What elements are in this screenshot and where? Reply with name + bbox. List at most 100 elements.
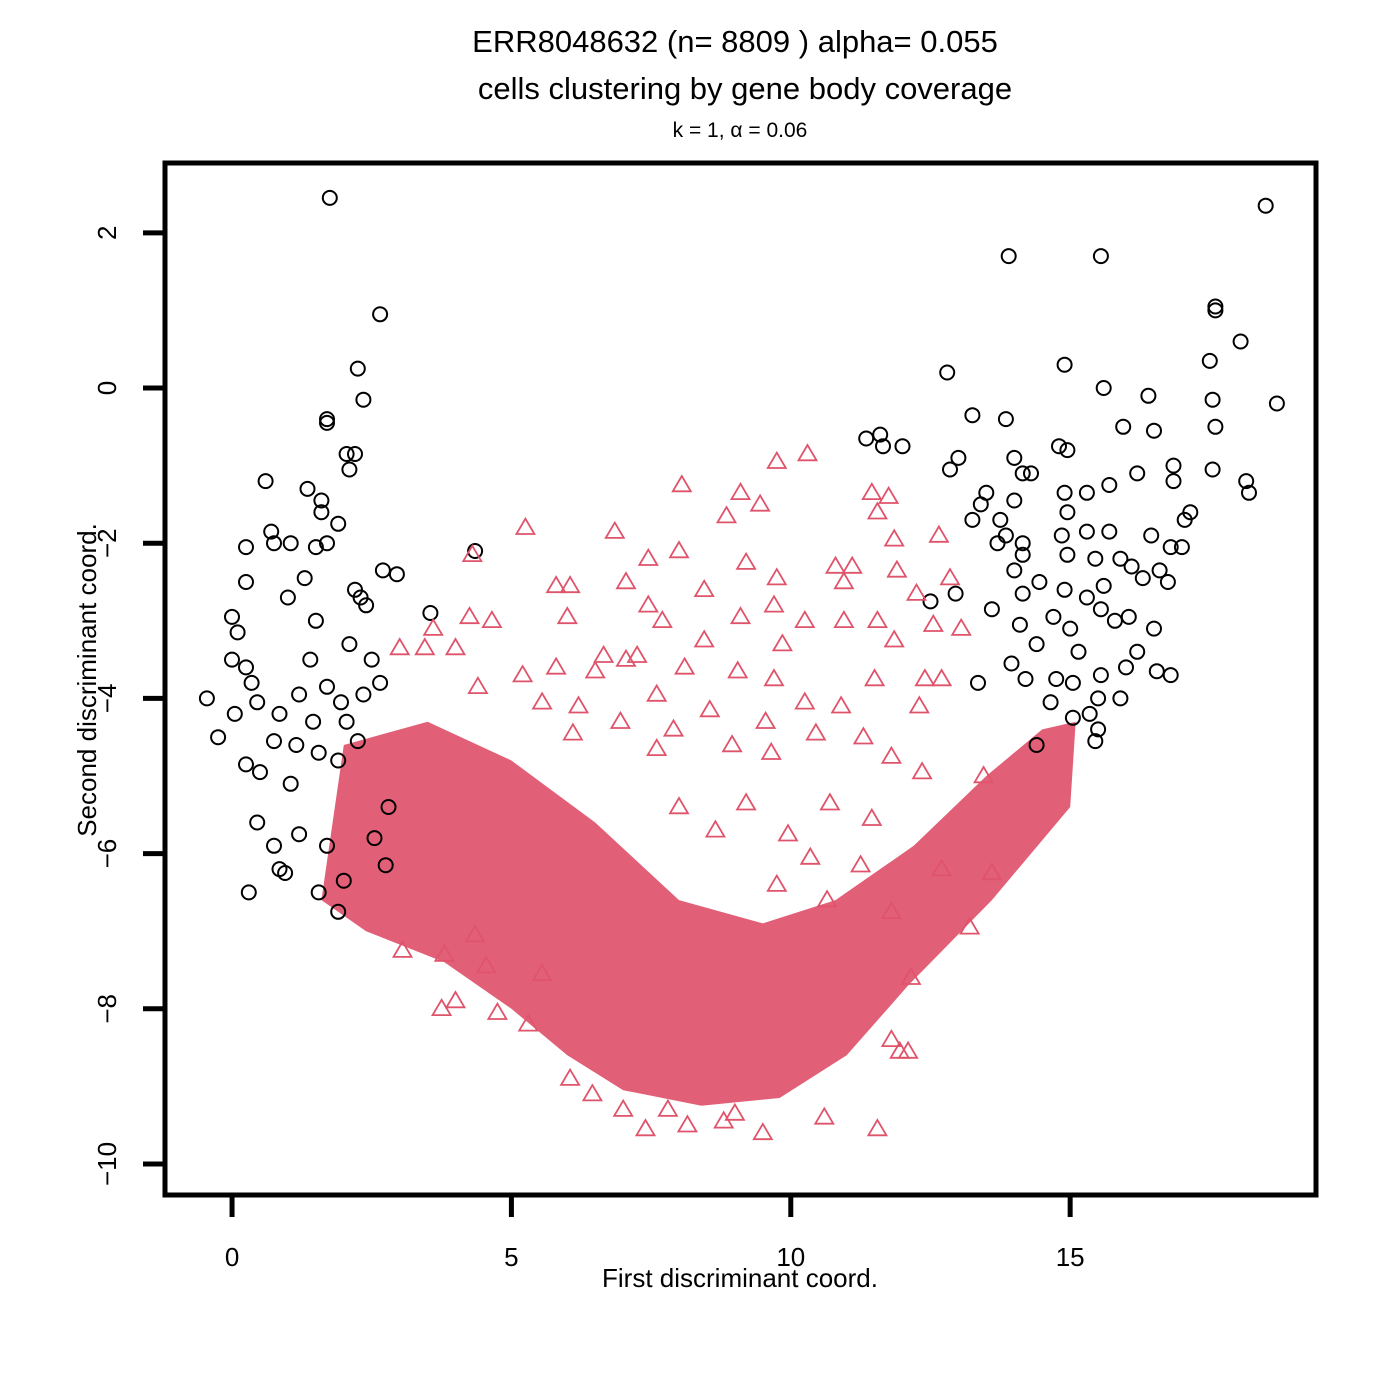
circle-point: [858, 430, 875, 447]
x-tick-label: 15: [1056, 1242, 1085, 1272]
triangle-point: [833, 571, 855, 590]
triangle-point: [914, 668, 936, 687]
triangle-point: [651, 610, 673, 628]
triangle-point: [959, 916, 981, 935]
circle-point: [1064, 709, 1081, 726]
circle-point: [1201, 352, 1218, 369]
triangle-point: [467, 676, 489, 694]
circle-point: [355, 686, 372, 703]
y-axis: −10 −8 −6 −4 −2 0 2: [92, 226, 165, 1186]
circle-point: [1081, 705, 1098, 722]
circle-point: [1006, 562, 1023, 579]
circle-point: [282, 535, 299, 552]
y-tick-label: −2: [92, 528, 122, 558]
triangle-point: [615, 648, 637, 667]
triangle-point: [414, 637, 436, 656]
triangle-point: [883, 528, 905, 547]
plot-frame: [162, 160, 1319, 1198]
triangle-point: [668, 540, 690, 559]
circle-point: [964, 407, 981, 424]
circle-point: [341, 636, 358, 653]
triangle-point: [866, 501, 888, 520]
circle-point: [238, 539, 254, 556]
triangle-point: [880, 1029, 902, 1047]
circle-point: [1028, 737, 1045, 753]
circle-point: [992, 511, 1009, 528]
circle-point: [1257, 197, 1274, 214]
circle-point: [1014, 546, 1031, 563]
triangle-point: [911, 761, 933, 780]
circle-point: [279, 589, 296, 606]
circle-point: [1268, 395, 1285, 412]
triangle-point: [805, 722, 827, 741]
triangle-point: [444, 637, 467, 656]
circle-point: [1017, 671, 1034, 687]
triangle-point: [637, 594, 659, 613]
circle-point: [307, 612, 324, 629]
y-tick-label: −10: [92, 1142, 122, 1186]
circle-point: [1090, 721, 1107, 738]
triangle-point: [922, 613, 944, 632]
circle-point: [1143, 527, 1160, 544]
circle-point: [1115, 418, 1132, 435]
circle-point: [1087, 550, 1104, 567]
circle-point: [1078, 589, 1095, 606]
circle-point: [229, 624, 246, 641]
circle-point: [1014, 585, 1031, 602]
triangle-point: [581, 1083, 603, 1102]
triangle-point: [637, 547, 659, 566]
dense-region-layer: [321, 721, 1076, 1106]
circle-point: [1023, 465, 1039, 482]
circle-point: [1112, 690, 1129, 707]
triangle-point: [763, 594, 785, 613]
triangle-point: [794, 691, 816, 710]
circle-point: [313, 492, 330, 509]
circle-point: [1204, 391, 1221, 408]
circle-point: [1053, 527, 1070, 544]
circle-point: [249, 694, 266, 711]
circle-point: [363, 651, 380, 668]
circle-point: [964, 511, 981, 528]
circle-point: [282, 775, 299, 792]
circle-point: [1146, 422, 1162, 439]
triangle-point: [531, 963, 553, 982]
circle-point: [1123, 558, 1140, 575]
circle-point: [972, 496, 989, 513]
circle-point: [1165, 473, 1182, 490]
circle-point: [1241, 484, 1257, 501]
circle-point: [1031, 574, 1048, 590]
triangle-point: [593, 644, 615, 663]
circle-point: [1059, 442, 1076, 459]
circle-point: [1062, 620, 1079, 637]
triangle-point: [422, 617, 444, 636]
triangle-point: [671, 474, 693, 493]
x-tick-label: 0: [225, 1242, 239, 1272]
circle-point: [1051, 438, 1067, 455]
circle-point: [380, 799, 397, 815]
triangle-point: [729, 482, 752, 501]
chart-subtitle: k = 1, α = 0.06: [673, 119, 808, 142]
circle-point: [330, 515, 347, 532]
triangle-point: [514, 516, 536, 535]
circle-point: [366, 830, 383, 847]
circle-point: [249, 814, 266, 831]
triangle-point: [461, 544, 483, 562]
circle-point: [942, 461, 958, 478]
triangle-point: [883, 629, 905, 648]
triangle-point: [799, 846, 821, 865]
circle-point: [335, 872, 352, 889]
circle-point: [1162, 667, 1179, 684]
triangle-point: [796, 443, 819, 462]
circle-point: [1006, 492, 1023, 509]
circle-point: [319, 414, 335, 431]
triangle-point: [939, 567, 961, 586]
triangle-point: [724, 1102, 746, 1121]
circle-point: [1056, 484, 1073, 501]
circle-point: [1151, 562, 1168, 579]
circle-point: [338, 713, 355, 730]
circle-point: [894, 438, 911, 455]
circle-point: [1118, 659, 1134, 676]
circle-point: [1173, 539, 1190, 556]
circle-point: [922, 593, 939, 610]
triangle-point: [444, 990, 467, 1009]
